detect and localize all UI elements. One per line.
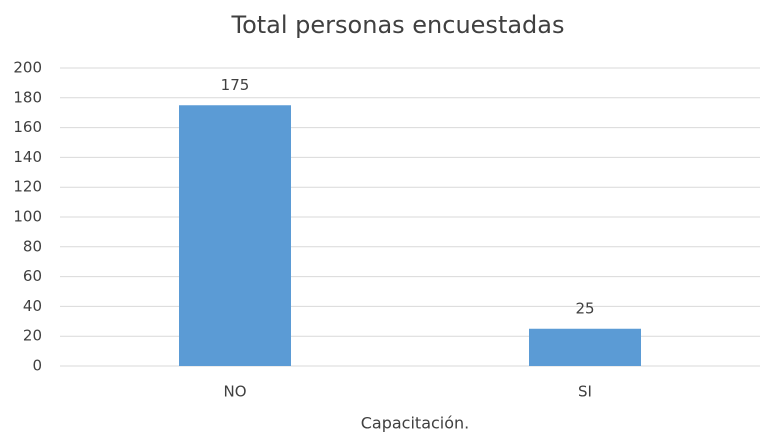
y-tick-label: 140 [13,148,42,166]
bar [179,105,291,366]
x-tick-label: NO [223,383,246,401]
chart-title: Total personas encuestadas [231,11,565,39]
data-label: 25 [575,299,594,317]
x-axis-label: Capacitación. [361,414,470,433]
y-tick-label: 80 [23,237,42,255]
data-label: 175 [221,76,250,94]
y-tick-label: 100 [13,208,42,226]
x-tick-label: SI [578,383,592,401]
y-tick-label: 180 [13,88,42,106]
y-tick-label: 160 [13,118,42,136]
y-tick-label: 120 [13,178,42,196]
y-tick-label: 20 [23,327,42,345]
y-tick-label: 0 [32,357,42,375]
y-tick-label: 60 [23,267,42,285]
bar [529,328,641,366]
y-tick-label: 200 [13,59,42,77]
y-tick-label: 40 [23,297,42,315]
